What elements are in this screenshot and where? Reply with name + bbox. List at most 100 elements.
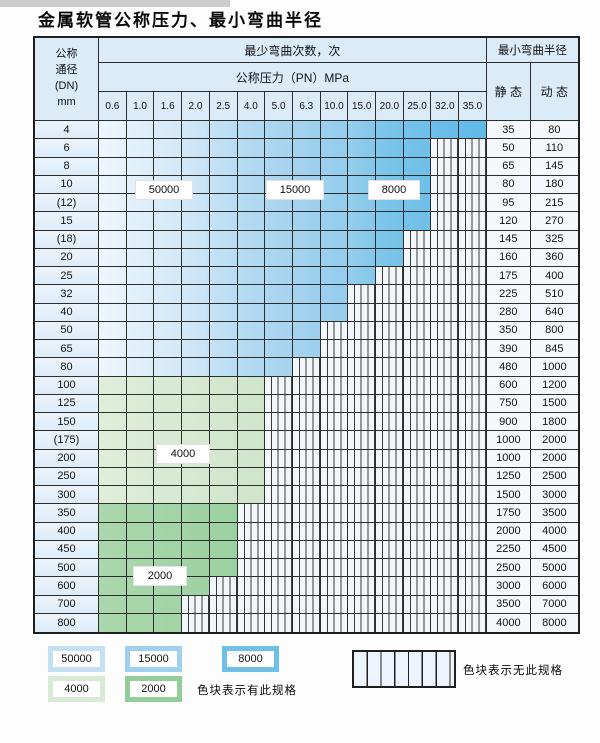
- spec-cell-unavailable: [265, 559, 293, 578]
- dynamic-radius-cell: 845: [530, 340, 578, 359]
- spec-cell-unavailable: [431, 559, 460, 578]
- spec-cell-available: [154, 358, 183, 377]
- spec-cell-unavailable: [320, 540, 349, 559]
- pressure-tick-1.0: 1.0: [126, 92, 155, 121]
- spec-cell-unavailable: [376, 595, 404, 614]
- spec-cell-unavailable: [348, 321, 377, 340]
- spec-cell-unavailable: [459, 431, 487, 450]
- spec-cell-available: [182, 303, 210, 322]
- spec-cell-available: [99, 285, 127, 304]
- dn-cell: 350: [35, 504, 99, 523]
- spec-cell-available: [154, 321, 183, 340]
- spec-cell-unavailable: [292, 467, 321, 486]
- dynamic-radius-cell: 145: [530, 157, 578, 176]
- spec-cell-available: [182, 175, 210, 194]
- spec-cell-unavailable: [431, 449, 460, 468]
- dynamic-radius-cell: 800: [530, 321, 578, 340]
- spec-cell-unavailable: [431, 139, 460, 158]
- spec-cell-unavailable: [431, 504, 460, 523]
- spec-cell-available: [403, 212, 432, 231]
- legend-no-spec-swatch: [352, 650, 456, 688]
- spec-cell-available: [209, 175, 238, 194]
- spec-cell-available: [99, 303, 127, 322]
- table-row-dn-40: 40 280 640: [35, 303, 578, 322]
- spec-cell-available: [154, 413, 183, 432]
- table-row-dn-25: 25 175 400: [35, 267, 578, 286]
- spec-cell-available: [237, 175, 266, 194]
- spec-cell-available: [99, 577, 127, 596]
- static-radius-cell: 1000: [486, 431, 531, 450]
- spec-cell-unavailable: [403, 431, 432, 450]
- spec-cell-available: [265, 321, 293, 340]
- bend-times-header: 最少弯曲次数，次: [99, 38, 487, 63]
- spec-cell-available: [127, 613, 155, 632]
- static-radius-cell: 95: [486, 194, 531, 213]
- spec-cell-available: [154, 577, 183, 596]
- spec-cell-unavailable: [431, 321, 460, 340]
- dn-cell: (12): [35, 194, 99, 213]
- spec-cell-available: [154, 285, 183, 304]
- dn-cell: 6: [35, 139, 99, 158]
- spec-cell-unavailable: [431, 577, 460, 596]
- spec-cell-unavailable: [431, 175, 460, 194]
- spec-cell-available: [348, 230, 377, 249]
- spec-cell-available: [154, 139, 183, 158]
- spec-cell-unavailable: [265, 540, 293, 559]
- table-header: 公称 通径 (DN) mm 最少弯曲次数，次 最小弯曲半径 公称压力（PN）MPa 静…: [35, 38, 578, 121]
- spec-cell-available: [237, 230, 266, 249]
- spec-cell-unavailable: [292, 394, 321, 413]
- spec-cell-unavailable: [376, 449, 404, 468]
- spec-cell-available: [265, 248, 293, 267]
- spec-cell-available: [209, 139, 238, 158]
- dynamic-radius-cell: 5000: [530, 559, 578, 578]
- static-radius-cell: 1000: [486, 449, 531, 468]
- static-radius-cell: 175: [486, 267, 531, 286]
- table-row-dn-150: 150 900 1800: [35, 413, 578, 432]
- dn-cell: 25: [35, 267, 99, 286]
- spec-cell-unavailable: [459, 175, 487, 194]
- spec-cell-unavailable: [292, 613, 321, 632]
- spec-cell-available: [154, 267, 183, 286]
- spec-cell-available: [376, 248, 404, 267]
- spec-cell-available: [209, 413, 238, 432]
- spec-cell-unavailable: [376, 358, 404, 377]
- spec-cell-unavailable: [265, 613, 293, 632]
- spec-cell-unavailable: [182, 595, 210, 614]
- spec-cell-unavailable: [237, 613, 266, 632]
- spec-cell-available: [292, 248, 321, 267]
- cycle-count-label-50000: 50000: [135, 180, 193, 200]
- spec-cell-unavailable: [320, 340, 349, 359]
- spec-cell-available: [237, 121, 266, 140]
- cycle-count-label-15000: 15000: [266, 180, 324, 200]
- spec-cell-available: [126, 321, 155, 340]
- spec-cell-available: [154, 121, 183, 140]
- page-title: 金属软管公称压力、最小弯曲半径: [38, 11, 323, 30]
- spec-cell-unavailable: [320, 449, 349, 468]
- table-row-dn-800: 800 4000 8000: [35, 613, 578, 632]
- spec-cell-available: [126, 467, 155, 486]
- spec-cell-available: [237, 376, 266, 395]
- spec-cell-available: [182, 139, 210, 158]
- spec-cell-available: [154, 522, 183, 541]
- spec-cell-available: [237, 303, 266, 322]
- spec-cell-unavailable: [403, 285, 432, 304]
- spec-cell-available: [154, 540, 183, 559]
- spec-cell-unavailable: [403, 467, 432, 486]
- spec-cell-available: [209, 394, 238, 413]
- spec-cell-available: [209, 522, 238, 541]
- spec-cell-available: [126, 230, 155, 249]
- spec-cell-unavailable: [431, 157, 460, 176]
- static-radius-cell: 225: [486, 285, 531, 304]
- spec-cell-available: [348, 121, 377, 140]
- dynamic-radius-cell: 80: [530, 121, 578, 140]
- spec-cell-available: [237, 486, 266, 505]
- static-radius-cell: 120: [486, 212, 531, 231]
- spec-cell-available: [182, 157, 210, 176]
- table-row-dn-32: 32 225 510: [35, 285, 578, 304]
- dn-cell: 200: [35, 449, 99, 468]
- spec-cell-unavailable: [376, 522, 404, 541]
- spec-cell-unavailable: [320, 486, 349, 505]
- dn-cell: 80: [35, 358, 99, 377]
- pressure-tick-20.0: 20.0: [376, 92, 404, 121]
- spec-cell-available: [237, 467, 266, 486]
